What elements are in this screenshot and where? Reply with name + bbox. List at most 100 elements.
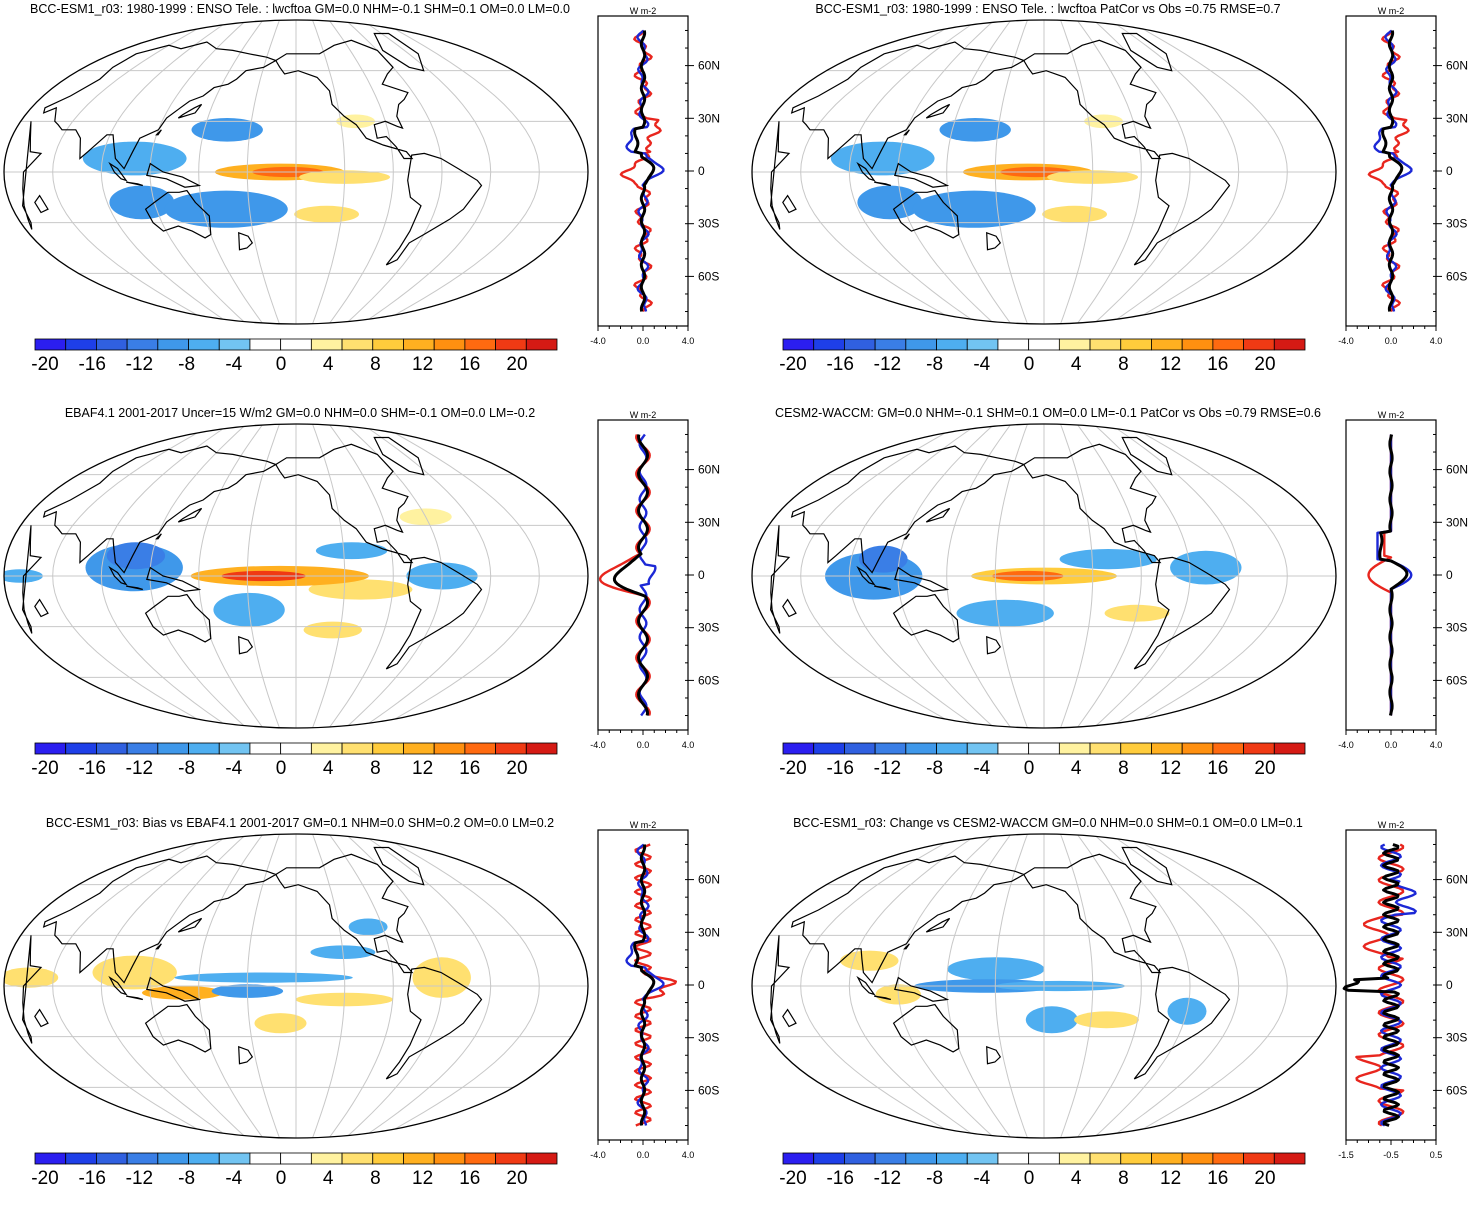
colorbar-swatch — [218, 742, 251, 755]
profile-lat-label: 60N — [698, 59, 720, 73]
coastline — [144, 593, 212, 643]
profile-lat-label: 30N — [1446, 925, 1468, 939]
coastline — [146, 162, 202, 188]
colorbar-tick-label: -8 — [926, 758, 944, 779]
colorbar-tick-label: 16 — [1207, 1168, 1229, 1189]
profile-line-diff — [633, 30, 656, 312]
colorbar-swatch — [1181, 1152, 1214, 1165]
colorbar-tick-label: 12 — [1160, 758, 1182, 779]
coastline — [373, 32, 425, 72]
colorbar-swatch — [905, 742, 937, 755]
profile-units: W m-2 — [1378, 6, 1405, 16]
anomaly-region — [1074, 1011, 1139, 1029]
colorbar-swatch — [525, 1152, 558, 1165]
profile-x-label: 0.0 — [1385, 336, 1398, 346]
profile-x-label: 4.0 — [682, 740, 695, 750]
colorbar-tick-label: 8 — [1118, 354, 1129, 375]
colorbar-tick-label: 16 — [459, 354, 481, 375]
coastline — [903, 943, 910, 950]
colorbar-swatch — [34, 742, 67, 755]
colorbar-swatch — [1058, 338, 1091, 351]
colorbar-swatch — [65, 338, 97, 351]
panel-3: EBAF4.1 2001-2017 Uncer=15 W/m2 GM=0.0 N… — [0, 404, 740, 799]
profile-lat-label: 30N — [698, 925, 720, 939]
profile-x-label: 4.0 — [682, 336, 695, 346]
coastline — [274, 443, 414, 564]
colorbar-swatch — [157, 1152, 189, 1165]
colorbar-swatch — [966, 742, 999, 755]
colorbar-swatch — [126, 338, 159, 351]
colorbar-swatch — [1151, 742, 1183, 755]
colorbar-swatch — [905, 338, 937, 351]
anomaly-region — [174, 972, 353, 983]
coastline — [856, 975, 876, 996]
coastline — [1022, 39, 1162, 160]
colorbar — [782, 1152, 1306, 1165]
colorbar-swatch — [157, 338, 189, 351]
colorbar-swatch — [1028, 742, 1060, 755]
colorbar-swatch — [1028, 338, 1060, 351]
colorbar-swatch — [936, 742, 968, 755]
colorbar-tick-label: -4 — [973, 354, 991, 375]
anomaly-region — [82, 141, 187, 176]
coastline — [894, 162, 950, 188]
colorbar-tick-label: 20 — [506, 354, 528, 375]
coastline — [769, 525, 791, 634]
colorbar-swatch — [525, 742, 558, 755]
coastline — [274, 39, 414, 160]
colorbar-tick-label: 0 — [1023, 354, 1035, 375]
colorbar-swatch — [249, 742, 282, 755]
colorbar-swatch — [936, 338, 968, 351]
colorbar-swatch — [1273, 338, 1306, 351]
coastline — [42, 445, 278, 574]
colorbar-swatch — [495, 742, 527, 755]
profile-line-diff — [633, 844, 656, 1126]
profile-lat-label: 0 — [698, 164, 705, 178]
profile-x-label: -0.5 — [1383, 1150, 1399, 1160]
profile-lat-label: 30N — [698, 111, 720, 125]
colorbar-tick-label: 4 — [322, 1168, 334, 1189]
colorbar-swatch — [188, 338, 220, 351]
coastline — [42, 41, 278, 170]
coastline — [892, 593, 960, 643]
profile-line-diff — [1342, 843, 1400, 1127]
anomaly-region — [142, 986, 224, 1000]
zonal-profile: W m-2 60N 30N 0 30S 60S -4.0 0.0 4.0 — [590, 6, 720, 346]
zonal-profile: W m-2 60N 30N 0 30S 60S -4.0 0.0 4.0 — [590, 410, 720, 750]
coastline — [238, 635, 254, 655]
colorbar-swatch — [1058, 742, 1091, 755]
colorbar-swatch — [1212, 1152, 1244, 1165]
colorbar-tick-label: 4 — [322, 354, 334, 375]
coastline — [177, 917, 203, 933]
coastline — [126, 181, 143, 187]
colorbar — [782, 742, 1306, 755]
colorbar-tick-label: 8 — [370, 758, 381, 779]
colorbar-tick-label: -20 — [31, 354, 59, 375]
colorbar-tick-label: -4 — [225, 354, 243, 375]
colorbar-swatch — [1028, 1152, 1060, 1165]
profile-x-label: 4.0 — [682, 1150, 695, 1160]
colorbar-swatch — [218, 338, 251, 351]
colorbar-tick-label: -8 — [178, 758, 196, 779]
colorbar-tick-label: -8 — [926, 1168, 944, 1189]
zonal-profile: W m-2 60N 30N 0 30S 60S -4.0 0.0 4.0 — [590, 820, 720, 1160]
coastline — [892, 189, 960, 239]
coastline — [1133, 152, 1231, 266]
colorbar — [34, 742, 558, 755]
coastline — [144, 189, 212, 239]
colorbar-swatch — [310, 1152, 343, 1165]
profile-lat-label: 30S — [698, 621, 719, 635]
profile-line-obs — [1373, 29, 1413, 312]
profile-x-label: 4.0 — [1430, 740, 1443, 750]
map-plot — [751, 19, 1337, 325]
colorbar-tick-label: -20 — [31, 1168, 59, 1189]
profile-line-obs — [638, 433, 657, 717]
panel-5: BCC-ESM1_r03: Bias vs EBAF4.1 2001-2017 … — [0, 814, 740, 1209]
colorbar-tick-label: -16 — [826, 1168, 854, 1189]
map-plot — [751, 423, 1337, 729]
colorbar-swatch — [1089, 338, 1122, 351]
panel-6: BCC-ESM1_r03: Change vs CESM2-WACCM GM=0… — [748, 814, 1483, 1209]
colorbar-tick-label: -12 — [125, 758, 154, 779]
panel-4: CESM2-WACCM: GM=0.0 NHM=-0.1 SHM=0.1 OM=… — [748, 404, 1483, 799]
anomaly-region — [1170, 550, 1242, 585]
